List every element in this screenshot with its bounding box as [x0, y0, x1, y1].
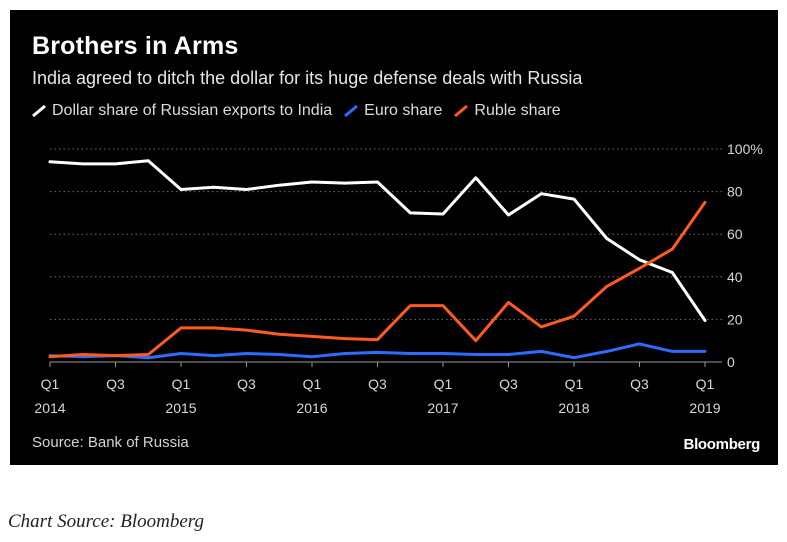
x-tick-label: Q1: [303, 376, 322, 392]
chart-caption: Chart Source: Bloomberg: [8, 511, 204, 532]
y-tick-label: 40: [727, 269, 743, 285]
legend-label: Euro share: [364, 102, 443, 119]
x-tick-label: Q3: [499, 376, 518, 392]
x-tick-year-label: 2015: [165, 400, 196, 416]
euro-share-line: [48, 342, 707, 360]
x-tick-year-label: 2016: [296, 400, 327, 416]
x-tick-year-label: 2014: [34, 400, 65, 416]
y-tick-label: 0: [727, 354, 735, 370]
x-tick-label: Q1: [565, 376, 584, 392]
x-tick-year-label: 2017: [427, 400, 458, 416]
x-tick-label: Q3: [368, 376, 387, 392]
x-tick-year-label: 2019: [689, 400, 720, 416]
x-tick-label: Q1: [696, 376, 715, 392]
ruble-share-line: [48, 200, 707, 359]
x-tick-label: Q1: [434, 376, 453, 392]
y-tick-label: 60: [727, 226, 743, 242]
legend-item: Ruble share: [454, 102, 561, 120]
legend-swatch-icon: [454, 105, 469, 117]
legend-item: Euro share: [344, 102, 442, 120]
source-note: Source: Bank of Russia: [32, 434, 189, 451]
x-tick-label: Q1: [172, 376, 191, 392]
legend-label: Dollar share of Russian exports to India: [52, 102, 333, 119]
x-tick-label: Q3: [630, 376, 649, 392]
chart-title: Brothers in Arms: [32, 32, 239, 60]
x-tick-year-label: 2018: [558, 400, 589, 416]
chart-legend: Dollar share of Russian exports to India…: [32, 102, 573, 120]
x-tick-label: Q3: [237, 376, 256, 392]
x-tick-label: Q1: [41, 376, 60, 392]
line-chart: 0 20 40 60 80 100% Q1 2014 Q3 Q1 2015 Q3 Q1 2016 Q3 Q1 2…: [34, 141, 763, 416]
dollar-share-line: [48, 159, 707, 322]
x-tick-label: Q3: [106, 376, 125, 392]
bloomberg-logo: Bloomberg: [683, 436, 761, 453]
legend-item: Dollar share of Russian exports to India: [32, 102, 332, 120]
y-tick-label: 100%: [727, 141, 763, 157]
legend-label: Ruble share: [474, 102, 561, 119]
chart-panel: Brothers in Arms India agreed to ditch t…: [10, 10, 778, 465]
y-tick-label: 80: [727, 184, 743, 200]
chart-subtitle: India agreed to ditch the dollar for its…: [32, 68, 583, 88]
legend-swatch-icon: [344, 105, 359, 117]
legend-swatch-icon: [32, 105, 46, 117]
y-tick-label: 20: [727, 311, 743, 327]
